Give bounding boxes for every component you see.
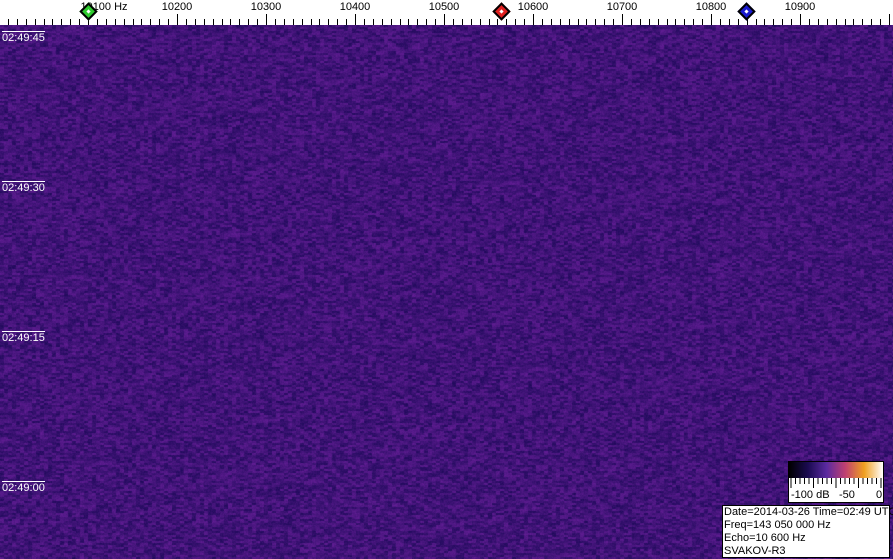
- time-label: 02:49:30: [2, 181, 45, 194]
- frequency-label: 10400: [339, 1, 371, 13]
- frequency-label: 10800: [695, 1, 727, 13]
- frequency-label: 10600: [517, 1, 549, 13]
- frequency-axis: 10100 Hz 10200 10300 10400 10500 10600 10700 10…: [0, 0, 893, 25]
- station-name: SVAKOV-R3: [724, 545, 786, 557]
- time-label: 02:49:45: [2, 31, 45, 44]
- frequency-label: 10900: [784, 1, 816, 13]
- time-label: 02:49:15: [2, 331, 45, 344]
- date-time: Date=2014-03-26 Time=02:49 UTC: [724, 506, 893, 518]
- color-scale-legend: -100 dB -50 0: [788, 461, 884, 503]
- legend-ticks: [790, 478, 882, 488]
- legend-max-label: 0: [876, 489, 883, 501]
- frequency-label: 10300: [250, 1, 282, 13]
- info-box: Date=2014-03-26 Time=02:49 UTC Freq=143 …: [722, 505, 893, 558]
- time-label: 02:49:00: [2, 481, 45, 494]
- frequency: Freq=143 050 000 Hz: [724, 519, 831, 531]
- echo-frequency: Echo=10 600 Hz: [724, 532, 806, 544]
- frequency-label: 10200: [161, 1, 193, 13]
- legend-min-label: -100 dB: [791, 489, 830, 501]
- frequency-label: 10700: [606, 1, 638, 13]
- legend-mid-label: -50: [839, 489, 855, 501]
- frequency-ticks: [8, 14, 890, 25]
- frequency-label: 10500: [428, 1, 460, 13]
- color-gradient: [789, 462, 883, 478]
- spectrogram-waterfall[interactable]: [0, 25, 893, 559]
